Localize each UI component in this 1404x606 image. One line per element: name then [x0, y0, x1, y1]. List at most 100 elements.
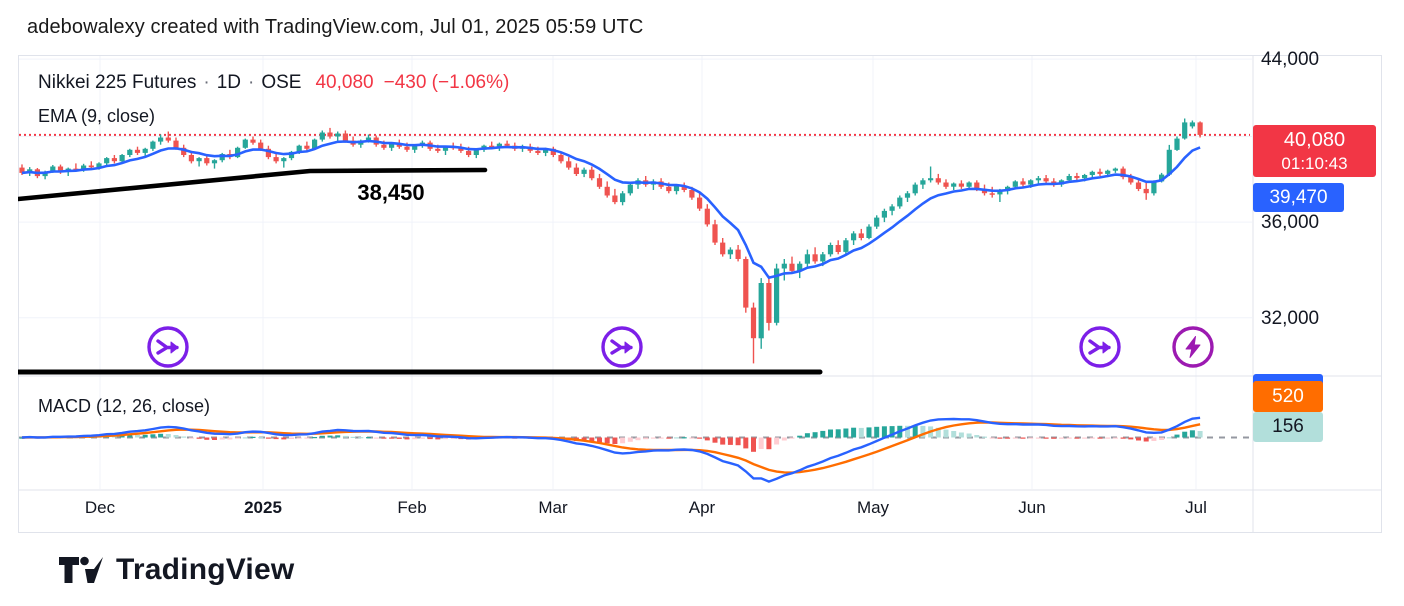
price-annotation[interactable]: 38,450: [357, 180, 424, 205]
candle: [874, 215, 880, 229]
candle: [935, 173, 941, 185]
candle: [165, 131, 171, 143]
candles: [19, 118, 1203, 364]
price-tick-label: 32,000: [1261, 307, 1320, 329]
trendline-drawing[interactable]: [18, 167, 488, 202]
candle: [881, 208, 887, 223]
publication-header: adebowalexy created with TradingView.com…: [27, 16, 644, 38]
macd-signal-value-badge: 520: [1253, 381, 1323, 412]
candle: [88, 161, 94, 169]
candle: [835, 240, 841, 255]
candle: [697, 193, 703, 211]
candle: [920, 178, 926, 189]
candle: [627, 182, 633, 196]
event-arrow-icon[interactable]: [1079, 326, 1121, 368]
candle: [812, 247, 818, 264]
ema-value-badge: 39,470: [1253, 183, 1344, 212]
candle: [1143, 182, 1149, 200]
grid-lines: [19, 56, 1252, 489]
candle: [804, 249, 810, 269]
candle: [704, 204, 710, 227]
candle: [134, 146, 141, 155]
event-arrow-icon[interactable]: [147, 326, 189, 368]
candle: [1166, 144, 1172, 176]
candle: [211, 159, 218, 169]
candle: [573, 163, 579, 176]
interval-label: 1D: [216, 72, 242, 93]
candle: [1066, 173, 1072, 182]
candle: [196, 157, 202, 167]
candle: [766, 275, 772, 331]
last-price-value: 40,080: [1283, 129, 1346, 151]
candle: [104, 157, 110, 166]
price-tick-label: 44,000: [1261, 49, 1320, 71]
candle: [858, 228, 864, 241]
tradingview-mark-icon: [59, 556, 103, 583]
candle: [558, 151, 564, 164]
time-tick-label: 2025: [244, 498, 282, 517]
candle: [204, 155, 210, 166]
candle: [1089, 170, 1095, 178]
candle: [1135, 179, 1142, 192]
price-pane: [19, 118, 1250, 364]
candle: [897, 195, 903, 209]
candle: [119, 154, 125, 163]
tradingview-logo[interactable]: TradingView: [58, 553, 294, 587]
last-price-badge: 40,080 01:10:43: [1253, 125, 1376, 177]
candle: [735, 245, 741, 262]
chart-canvas[interactable]: 38,450: [18, 55, 1382, 533]
candle: [127, 148, 133, 158]
candle: [242, 138, 248, 149]
candle: [604, 181, 610, 198]
candle: [827, 242, 834, 257]
ema-indicator-legend: EMA (9, close): [38, 106, 156, 126]
candle: [750, 302, 757, 364]
candle: [281, 157, 287, 168]
candle: [142, 147, 148, 157]
candle: [720, 238, 726, 257]
candle: [219, 152, 225, 163]
time-tick-label: Feb: [397, 498, 427, 517]
candle: [1120, 166, 1126, 180]
candle: [727, 247, 733, 259]
candle: [250, 136, 256, 145]
last-price-text: 40,080: [315, 72, 374, 93]
chart-title: Nikkei 225 Futures · 1D · OSE 40,080 −430 (−1.…: [38, 72, 509, 94]
candle: [596, 173, 603, 189]
macd-signal-line: [21, 421, 1201, 474]
candle: [928, 166, 934, 183]
macd-histogram-value-badge: 156: [1253, 412, 1323, 442]
candle: [904, 191, 911, 202]
price-tick-label: 36,000: [1261, 212, 1320, 234]
candle: [150, 140, 156, 151]
time-tick-label: Apr: [688, 498, 716, 517]
time-tick-label: Jul: [1185, 498, 1207, 517]
macd-main-line: [21, 416, 1201, 483]
time-tick-label: Dec: [84, 498, 116, 517]
brand-name: TradingView: [116, 553, 295, 586]
candle: [1174, 136, 1180, 151]
candle: [550, 146, 556, 158]
candle: [620, 191, 626, 206]
candle: [843, 238, 849, 255]
candle: [612, 188, 618, 205]
macd-indicator-legend: MACD (12, 26, close): [38, 396, 211, 416]
price-change-text: −430 (−1.06%): [383, 72, 510, 93]
time-tick-label: May: [856, 498, 890, 517]
event-arrow-icon[interactable]: [601, 326, 643, 368]
candle: [235, 146, 241, 159]
candle: [758, 278, 764, 349]
candle: [951, 182, 957, 190]
candle: [1020, 178, 1026, 187]
bar-countdown: 01:10:43: [1281, 154, 1348, 173]
candle: [743, 256, 749, 313]
candle: [774, 263, 780, 326]
candle: [304, 141, 310, 151]
symbol-name: Nikkei 225 Futures: [38, 72, 197, 93]
ema-line: [21, 139, 1201, 280]
candle: [111, 155, 117, 164]
candle: [1112, 167, 1118, 173]
event-lightning-icon[interactable]: [1172, 326, 1214, 368]
macd-lines: [21, 416, 1201, 483]
candle: [781, 259, 787, 281]
